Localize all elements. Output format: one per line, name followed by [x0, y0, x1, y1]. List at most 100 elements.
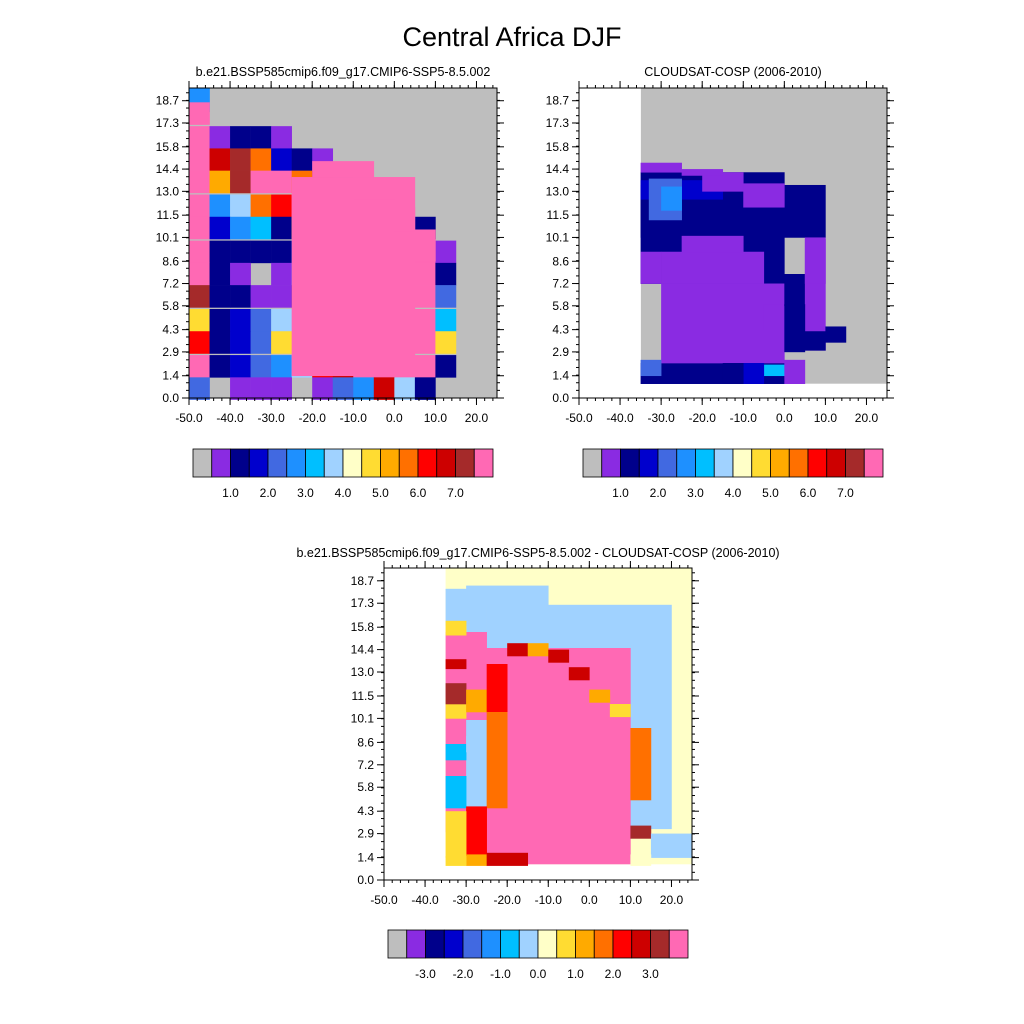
- grid-cell: [250, 194, 272, 218]
- panel-obs: CLOUDSAT-COSP (2006-2010) -50.0 -40.0 -30.…: [546, 65, 894, 425]
- y-tick-label: 8.6: [357, 735, 374, 749]
- colorbar-diff: -3.0 -2.0 -1.0 0.0 1.0 2.0 3.0: [387, 929, 689, 981]
- grid-cell: [250, 285, 272, 308]
- grid-cell: [486, 852, 529, 866]
- panel-obs-cells: [579, 88, 888, 399]
- grid-cell: [353, 377, 375, 400]
- x-tick-label: -50.0: [175, 411, 203, 425]
- grid-cell: [189, 331, 210, 354]
- x-tick-label: 10.0: [424, 411, 448, 425]
- grid-cell: [271, 126, 292, 149]
- y-tick-label: 14.4: [351, 643, 375, 657]
- grid-cell: [650, 833, 693, 858]
- x-tick-label: 0.0: [776, 411, 793, 425]
- colorbar-swatch: [473, 448, 494, 478]
- x-tick-label: -30.0: [452, 893, 480, 907]
- figure-title: Central Africa DJF: [402, 22, 621, 52]
- grid-cell: [435, 262, 457, 286]
- panel-model-frame: [188, 87, 498, 399]
- colorbar-swatch: [323, 448, 344, 478]
- grid-cell: [435, 355, 457, 378]
- y-tick-label: 4.3: [357, 804, 374, 818]
- grid-cell: [445, 659, 467, 670]
- grid-cell: [414, 331, 436, 354]
- colorbar-swatch: [845, 448, 865, 478]
- panel-model-cells: [189, 88, 497, 400]
- y-tick-label: 18.7: [351, 574, 375, 588]
- grid-cell: [250, 170, 272, 194]
- y-tick-label: 10.1: [546, 230, 570, 244]
- plot-frame: [578, 87, 888, 399]
- y-tick-label: 15.8: [546, 140, 570, 154]
- colorbar-label: 3.0: [297, 486, 314, 500]
- grid-cell: [743, 363, 765, 384]
- grid-cell: [640, 359, 662, 377]
- grid-cell: [250, 216, 272, 240]
- y-tick-label: 1.4: [552, 369, 569, 383]
- grid-cell: [189, 148, 210, 171]
- colorbar-swatch: [267, 448, 288, 478]
- colorbar-swatch: [248, 448, 269, 478]
- grid-cell: [291, 177, 416, 377]
- colorbar-swatch: [807, 448, 828, 478]
- grid-cell: [743, 183, 785, 208]
- colorbar-swatch: [305, 448, 325, 478]
- colorbar-label: 2.0: [260, 486, 277, 500]
- grid-cell: [486, 712, 508, 809]
- y-tick-label: 0.0: [162, 391, 179, 405]
- y-tick-label: 10.1: [351, 711, 375, 725]
- grid-cell: [209, 355, 231, 378]
- colorbar-swatch: [361, 448, 381, 478]
- colorbar-label: 5.0: [372, 486, 389, 500]
- grid-cell: [189, 194, 210, 218]
- grid-cell: [271, 355, 292, 378]
- grid-cell: [209, 262, 231, 286]
- y-tick-label: 0.0: [357, 873, 374, 887]
- panel-model-title: b.e21.BSSP585cmip6.f09_g17.CMIP6-SSP5-8.…: [196, 65, 491, 79]
- colorbar-label: 1.0: [567, 967, 584, 981]
- grid-cell: [271, 148, 292, 171]
- grid-cell: [466, 736, 487, 809]
- grid-cell: [189, 377, 210, 400]
- grid-cell: [230, 262, 251, 286]
- y-tick-label: 7.2: [162, 277, 179, 291]
- grid-cell: [414, 355, 436, 378]
- grid-cell: [230, 377, 251, 400]
- y-tick-label: 17.3: [546, 116, 570, 130]
- y-tick-label: 8.6: [162, 254, 179, 268]
- grid-cell: [486, 664, 508, 713]
- colorbar-swatch: [417, 448, 438, 478]
- x-tick-label: -20.0: [299, 411, 327, 425]
- grid-cell: [209, 170, 231, 194]
- x-tick-label: 0.0: [581, 893, 598, 907]
- y-tick-label: 1.4: [162, 369, 179, 383]
- plot-frame: [383, 567, 693, 881]
- grid-cell: [250, 126, 272, 149]
- colorbar-obs: 1.0 2.0 3.0 4.0 5.0 6.0 7.0: [582, 448, 884, 500]
- grid-cell: [332, 377, 354, 400]
- grid-cell: [230, 355, 251, 378]
- x-tick-label: -30.0: [647, 411, 675, 425]
- grid-cell: [763, 304, 785, 330]
- grid-cell: [189, 216, 210, 240]
- y-tick-label: 18.7: [546, 94, 570, 108]
- grid-cell: [209, 240, 231, 264]
- grid-cell: [609, 704, 631, 718]
- colorbar-label: 4.0: [725, 486, 742, 500]
- y-tick-label: 11.5: [547, 208, 570, 222]
- colorbar-swatch: [650, 929, 670, 959]
- y-tick-label: 10.1: [156, 230, 180, 244]
- grid-cell: [568, 667, 590, 681]
- grid-cell: [209, 126, 231, 149]
- y-tick-label: 5.8: [552, 299, 569, 313]
- colorbar-swatch: [436, 448, 456, 478]
- x-tick-label: -10.0: [535, 893, 563, 907]
- colorbar-swatch: [593, 929, 614, 959]
- grid-cell: [189, 262, 210, 286]
- grid-cell: [466, 585, 549, 606]
- grid-cell: [230, 331, 251, 354]
- grid-cell: [209, 308, 231, 332]
- grid-cell: [579, 88, 641, 399]
- grid-cell: [230, 126, 251, 149]
- x-tick-label: -40.0: [411, 893, 439, 907]
